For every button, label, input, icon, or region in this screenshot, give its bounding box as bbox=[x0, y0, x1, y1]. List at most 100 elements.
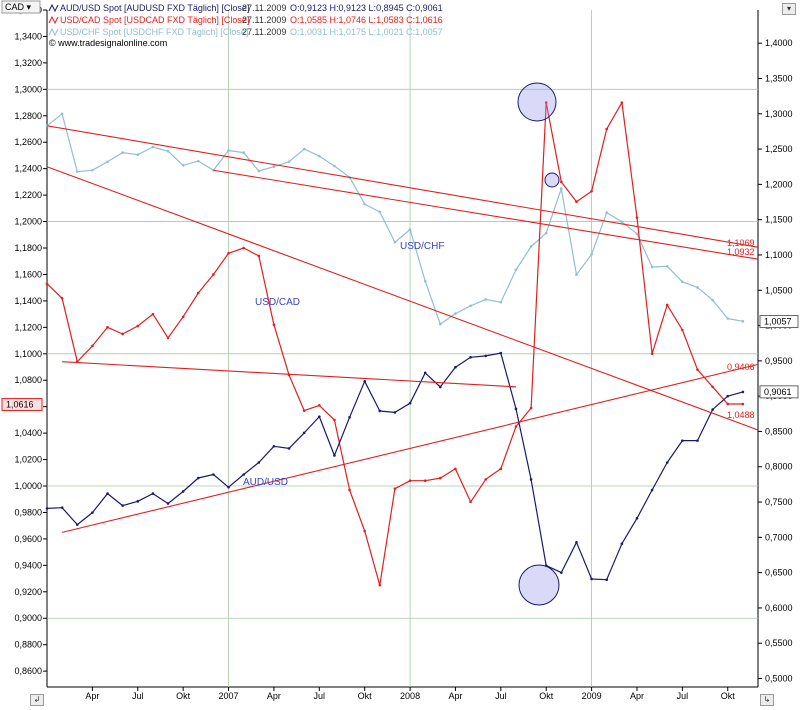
right-tick-label: 0,8500 bbox=[765, 426, 793, 436]
x-tick-label: Apr bbox=[267, 691, 281, 701]
data-point-aud-usd bbox=[439, 385, 442, 389]
data-point-usd-cad bbox=[696, 368, 699, 371]
legend-icon bbox=[48, 15, 59, 25]
data-point-usd-cad bbox=[560, 180, 563, 184]
right-tick-label: 1,3000 bbox=[765, 109, 793, 119]
data-point-usd-cad bbox=[544, 101, 548, 104]
left-tick-label: 1,2800 bbox=[14, 111, 42, 121]
data-point-usd-cad bbox=[242, 246, 245, 250]
highlight-circle bbox=[544, 172, 560, 188]
left-axis: 1,36001,34001,32001,30001,28001,26001,24… bbox=[14, 5, 47, 676]
data-point-aud-usd bbox=[726, 394, 730, 398]
data-point-aud-usd bbox=[378, 409, 382, 413]
right-tick-label: 1,2000 bbox=[765, 179, 793, 189]
data-point-usd-chf bbox=[726, 317, 730, 320]
data-point-usd-cad bbox=[91, 344, 94, 348]
data-point-usd-cad bbox=[454, 467, 457, 471]
data-point-usd-chf bbox=[363, 202, 366, 206]
highlight-circle bbox=[518, 564, 560, 606]
left-tick-label: 0,9400 bbox=[14, 560, 42, 570]
left-tick-label: 0,9200 bbox=[14, 587, 42, 597]
data-point-aud-usd bbox=[317, 415, 321, 418]
x-tick-label: Okt bbox=[721, 691, 736, 701]
data-point-usd-cad bbox=[499, 467, 503, 471]
chart-menu-button[interactable]: ▾ bbox=[782, 3, 796, 15]
trendline bbox=[62, 361, 516, 388]
series-label: AUD/USD bbox=[243, 477, 288, 488]
data-point-aud-usd bbox=[408, 401, 412, 405]
watermark: © www.tradesignalonline.com bbox=[49, 38, 167, 48]
data-point-aud-usd bbox=[650, 488, 654, 492]
left-tick-label: 1,0000 bbox=[14, 481, 42, 491]
data-point-aud-usd bbox=[302, 431, 306, 435]
data-point-usd-cad bbox=[348, 488, 351, 492]
data-point-aud-usd bbox=[620, 542, 624, 545]
data-point-usd-cad bbox=[363, 529, 366, 533]
data-point-usd-cad bbox=[136, 324, 140, 328]
data-point-usd-chf bbox=[650, 265, 654, 269]
data-point-aud-usd bbox=[469, 356, 472, 359]
data-point-aud-usd bbox=[75, 523, 79, 526]
scroll-left-button[interactable]: ↲ bbox=[30, 694, 44, 706]
x-tick-label: Apr bbox=[630, 691, 644, 701]
data-point-usd-cad bbox=[529, 406, 533, 410]
data-point-usd-cad bbox=[257, 254, 261, 258]
x-tick-label: 2009 bbox=[582, 691, 602, 701]
data-point-aud-usd bbox=[196, 476, 200, 480]
data-point-usd-cad bbox=[302, 409, 306, 412]
right-tick-label: 0,7500 bbox=[765, 497, 793, 507]
legend-label: AUD/USD Spot [AUDUSD FXD Täglich] [Close… bbox=[60, 3, 249, 13]
data-point-aud-usd bbox=[60, 506, 64, 509]
data-point-usd-cad bbox=[408, 479, 412, 483]
data-point-usd-chf bbox=[741, 320, 745, 323]
value-boxes: CAD ▾ 1,0616 1,0057 0,9061 bbox=[1, 0, 799, 412]
data-point-usd-cad bbox=[665, 303, 669, 307]
data-point-aud-usd bbox=[333, 454, 336, 457]
data-point-usd-cad bbox=[121, 332, 124, 336]
right-tick-label: 1,4000 bbox=[765, 38, 793, 48]
data-point-usd-chf bbox=[665, 264, 669, 268]
data-point-usd-chf bbox=[544, 231, 548, 235]
right-tick-label: 1,1500 bbox=[765, 215, 793, 225]
data-point-usd-chf bbox=[317, 154, 321, 158]
data-point-usd-chf bbox=[635, 232, 639, 236]
data-point-usd-chf bbox=[136, 153, 140, 157]
data-point-usd-chf bbox=[378, 210, 382, 214]
x-tick-label: 2007 bbox=[219, 691, 239, 701]
x-tick-label: Okt bbox=[176, 691, 191, 701]
data-point-usd-cad bbox=[196, 291, 200, 295]
scroll-right-button[interactable]: ↳ bbox=[760, 694, 774, 706]
data-point-usd-cad bbox=[317, 404, 321, 407]
trendline-label: 1,0932 bbox=[727, 247, 755, 257]
left-tick-label: 1,0800 bbox=[14, 375, 42, 385]
left-tick-label: 1,2000 bbox=[14, 217, 42, 227]
data-point-usd-cad bbox=[711, 385, 714, 389]
right-current-value: 1,0057 bbox=[764, 317, 792, 327]
data-point-usd-cad bbox=[439, 476, 442, 480]
data-point-aud-usd bbox=[741, 390, 745, 394]
data-point-usd-cad bbox=[514, 425, 518, 428]
x-tick-label: Okt bbox=[539, 691, 554, 701]
left-tick-label: 1,0200 bbox=[14, 455, 42, 465]
data-point-aud-usd bbox=[605, 578, 609, 581]
data-point-aud-usd bbox=[665, 461, 669, 464]
data-point-usd-chf bbox=[711, 298, 714, 302]
data-point-usd-cad bbox=[681, 328, 684, 332]
left-current-value: 1,0616 bbox=[6, 400, 34, 410]
legend-ohlc: O:1,0031 H:1,0175 L:1,0021 C:1,0057 bbox=[290, 27, 443, 37]
data-point-usd-cad bbox=[635, 216, 639, 219]
data-point-aud-usd bbox=[227, 485, 230, 489]
x-tick-label: Apr bbox=[448, 691, 462, 701]
data-point-aud-usd bbox=[45, 507, 49, 510]
data-point-aud-usd bbox=[151, 492, 155, 495]
legend-label: USD/CHF Spot [USDCHF FXD Täglich] [Close… bbox=[60, 27, 248, 37]
trendline bbox=[213, 169, 759, 260]
data-point-usd-cad bbox=[227, 251, 230, 255]
data-point-usd-cad bbox=[575, 200, 578, 204]
left-tick-label: 1,1600 bbox=[14, 269, 42, 279]
trendline-label: 0,9406 bbox=[727, 362, 755, 372]
data-point-usd-chf bbox=[560, 187, 563, 190]
data-point-usd-cad bbox=[620, 101, 624, 104]
data-point-usd-cad bbox=[45, 282, 49, 286]
